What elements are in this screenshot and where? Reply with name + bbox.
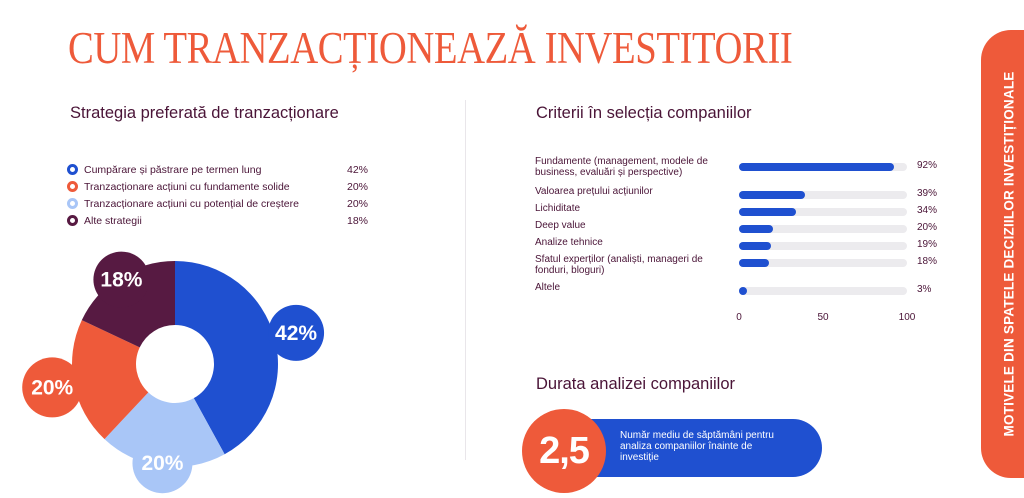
pie-slice [104,392,225,468]
legend-item: Cumpărare și păstrare pe termen lung 42% [67,161,377,178]
bar [739,287,747,295]
pie-value-badge: 42% [268,304,325,361]
side-tab-label: MOTIVELE DIN SPATELE DECIZIILOR INVESTIȚ… [1001,71,1017,437]
bar-track [739,191,907,199]
pie-value-badge: 20% [132,433,193,494]
bar-track [739,287,907,295]
pie-slice-label: 20% [141,452,183,475]
pie-badge-circle [268,304,325,361]
x-axis-tick-label: 100 [898,312,916,323]
legend-item: Alte strategii 18% [67,212,377,229]
bar-value-label: 19% [917,239,938,250]
bar-category-label: Sfatul experților (analiști, manageri de… [535,254,703,276]
bar-category-label: Deep value [535,220,586,231]
donut-chart: 42% 20% 20% 18% [22,251,325,494]
pie-chart-title: Strategia preferată de tranzacționare [70,104,339,122]
bar-value-label: 20% [917,222,938,233]
bar [739,163,894,171]
bar [739,225,773,233]
legend-value: 20% [347,197,369,210]
legend-label: Tranzacționare acțiuni cu potențial de c… [84,197,299,210]
bar-chart-title: Criterii în selecția companiilor [536,104,752,122]
bar-category-label: Lichiditate [535,203,581,214]
pie-slice-label: 42% [275,322,317,345]
legend-marker [67,164,78,175]
legend-value: 42% [347,163,369,176]
section-divider [465,100,466,460]
bar-category-label: Fundamente (management, modele de busine… [535,156,708,178]
bar-track [739,259,907,267]
page-title: CUM TRANZACȚIONEAZĂ INVESTITORII [68,23,793,73]
legend-item: Tranzacționare acțiuni cu fundamente sol… [67,178,377,195]
pie-slice-label: 18% [100,269,142,292]
bar-value-label: 39% [917,188,938,199]
pie-badge-circle [93,251,150,308]
legend-item: Tranzacționare acțiuni cu potențial de c… [67,195,377,212]
pie-badge-circle [22,357,83,418]
pie-value-badge: 20% [22,357,83,418]
pie-slice [72,320,149,440]
bar [739,242,771,250]
bar-track [739,208,907,216]
legend-marker [67,215,78,226]
legend-label: Cumpărare și păstrare pe termen lung [84,163,262,176]
bar-track [739,225,907,233]
bar-track [739,163,907,171]
pie-value-badge: 18% [93,251,150,308]
bar-value-label: 92% [917,160,938,171]
bar-category-label: Altele [535,282,561,293]
duration-value: 2,5 [522,409,606,493]
bar-track [739,242,907,250]
pie-slice [175,261,278,455]
x-axis-tick-label: 0 [736,312,742,323]
bar-value-label: 34% [917,205,938,216]
bar-value-label: 18% [917,256,938,267]
legend-label: Tranzacționare acțiuni cu fundamente sol… [84,180,290,193]
bar-category-label: Analize tehnice [535,237,603,248]
bar-category-label: Valoarea prețului acțiunilor [535,186,653,197]
bar-value-label: 3% [917,284,932,295]
legend-value: 18% [347,214,369,227]
pie-slice-label: 20% [31,376,73,399]
legend-value: 20% [347,180,369,193]
legend-label: Alte strategii [84,214,142,227]
duration-description: Număr mediu de săptămâni pentru analiza … [620,430,774,463]
bar [739,191,805,199]
x-axis-tick-label: 50 [817,312,829,323]
bar [739,259,770,267]
legend-marker [67,181,78,192]
side-tab [981,30,1024,478]
duration-title: Durata analizei companiilor [536,375,736,393]
legend-marker [67,198,78,209]
pie-badge-circle [132,433,193,494]
bar [739,208,797,216]
pie-legend: Cumpărare și păstrare pe termen lung 42%… [67,161,377,229]
